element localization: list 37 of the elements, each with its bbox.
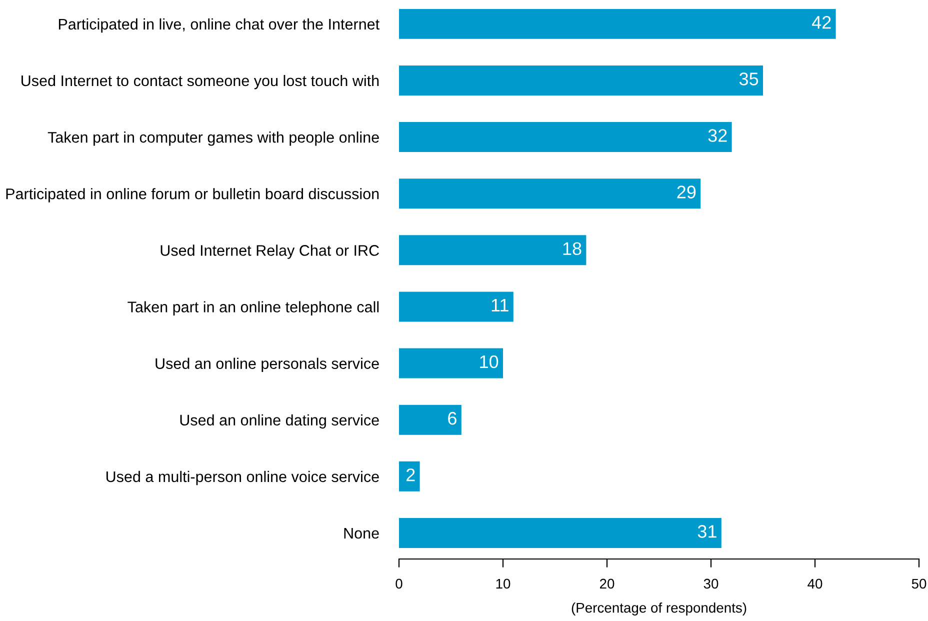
y-tick-label: Used an online dating service xyxy=(180,414,379,429)
x-tick-label: 50 xyxy=(912,578,926,589)
data-label: 6 xyxy=(448,412,456,425)
y-tick-label: Taken part in computer games with people online xyxy=(48,132,379,146)
bar xyxy=(399,404,462,435)
bar xyxy=(399,66,763,96)
bar xyxy=(399,518,722,548)
bar xyxy=(399,461,420,492)
y-tick-label: Participated in live, online chat over the Internet xyxy=(58,18,380,33)
y-tick-label: Taken part in an online telephone call xyxy=(128,301,379,316)
data-label: 29 xyxy=(677,186,696,198)
bar xyxy=(399,122,732,152)
y-tick-label: Used Internet to contact someone you lost touch with xyxy=(22,74,379,90)
y-tick-label: Used a multi-person online voice service xyxy=(106,470,379,486)
data-label: 10 xyxy=(480,355,498,368)
data-label: 2 xyxy=(406,468,415,482)
x-tick-label: 20 xyxy=(600,578,614,589)
y-tick-label: Used Internet Relay Chat or IRC xyxy=(160,244,379,259)
data-label: 42 xyxy=(812,16,831,29)
data-label: 32 xyxy=(708,129,727,142)
bar xyxy=(399,235,586,266)
x-axis-title: (Percentage of respondents) xyxy=(572,602,746,616)
y-tick-label: Used an online personals service xyxy=(156,358,379,372)
data-label: 31 xyxy=(698,525,716,538)
y-tick-label: Participated in online forum or bulletin board discussion xyxy=(6,188,379,202)
bar xyxy=(399,292,514,322)
y-tick-label: None xyxy=(344,528,379,539)
x-tick-label: 0 xyxy=(396,578,402,589)
data-label: 35 xyxy=(739,72,758,86)
x-tick-label: 40 xyxy=(808,578,822,589)
bar xyxy=(399,8,836,39)
bar xyxy=(399,178,701,209)
data-label: 11 xyxy=(492,298,508,312)
x-tick-label: 30 xyxy=(704,578,718,589)
bar xyxy=(399,348,503,378)
data-label: 18 xyxy=(563,242,582,256)
x-tick-label: 10 xyxy=(496,578,510,589)
